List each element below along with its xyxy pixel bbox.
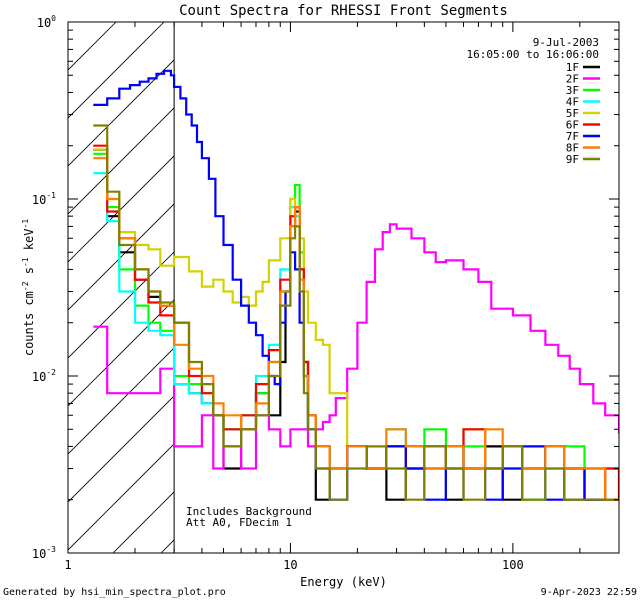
y-axis-label: counts cm-2 s-1 keV-1 xyxy=(21,219,36,356)
y-tick-label: 100 xyxy=(37,14,56,30)
ylabel-pre: counts cm xyxy=(22,291,36,356)
y-tick-label: 10-1 xyxy=(32,191,56,207)
series-line-7f xyxy=(93,69,619,501)
time-range-label: 16:05:00 to 16:06:00 xyxy=(467,48,599,61)
hatch-line xyxy=(68,395,175,503)
hatch-line xyxy=(68,107,175,215)
hatch-line xyxy=(68,203,175,311)
legend-label-4f: 4F xyxy=(566,96,579,109)
hatch-line xyxy=(68,251,175,359)
hatch-line xyxy=(68,443,175,551)
ylabel-mid-1: s xyxy=(22,267,36,281)
hatch-line xyxy=(112,491,175,553)
hatch-line xyxy=(68,22,69,23)
legend-label-9f: 9F xyxy=(566,153,579,166)
legend-label-6f: 6F xyxy=(566,119,579,132)
hatch-line xyxy=(68,59,175,167)
legend-label-1f: 1F xyxy=(566,61,579,74)
axes: 1 10 100 10-3 10-2 10-1 100 xyxy=(32,14,619,572)
annotation-attenuator: Att A0, FDecim 1 xyxy=(186,516,292,529)
legend-label-8f: 8F xyxy=(566,142,579,155)
x-tick-label: 1 xyxy=(64,558,71,572)
plot-frame xyxy=(67,21,620,554)
series-lines xyxy=(93,69,619,501)
ylabel-exp-1: -2 xyxy=(21,281,30,291)
series-line-9f xyxy=(93,124,619,501)
date-label: 9-Jul-2003 xyxy=(533,36,599,49)
x-tick-label: 10 xyxy=(283,558,297,572)
series-line-2f xyxy=(93,223,619,470)
hatch-line xyxy=(68,22,117,71)
annotation-background: Includes Background xyxy=(186,505,312,518)
legend-label-3f: 3F xyxy=(566,84,579,97)
timestamp-footer: 9-Apr-2023 22:59 xyxy=(541,587,637,598)
chart-title: Count Spectra for RHESSI Front Segments xyxy=(179,3,508,19)
ylabel-mid-2: keV xyxy=(22,228,36,257)
legend-label-7f: 7F xyxy=(566,130,579,143)
hatch-line xyxy=(68,22,165,119)
x-axis-label: Energy (keV) xyxy=(300,575,387,589)
ylabel-exp-3: -1 xyxy=(21,219,30,229)
x-tick-label: 100 xyxy=(502,558,524,572)
legend-label-2f: 2F xyxy=(566,73,579,86)
hatch-line xyxy=(593,22,640,553)
y-tick-label: 10-3 xyxy=(32,545,56,561)
excluded-energy-region xyxy=(68,22,640,553)
hatch-line xyxy=(257,22,640,553)
legend-label-5f: 5F xyxy=(566,107,579,120)
y-tick-label: 10-2 xyxy=(32,368,56,384)
generated-by-footer: Generated by hsi_min_spectra_plot.pro xyxy=(3,587,226,598)
ylabel-exp-2: -1 xyxy=(21,257,30,267)
